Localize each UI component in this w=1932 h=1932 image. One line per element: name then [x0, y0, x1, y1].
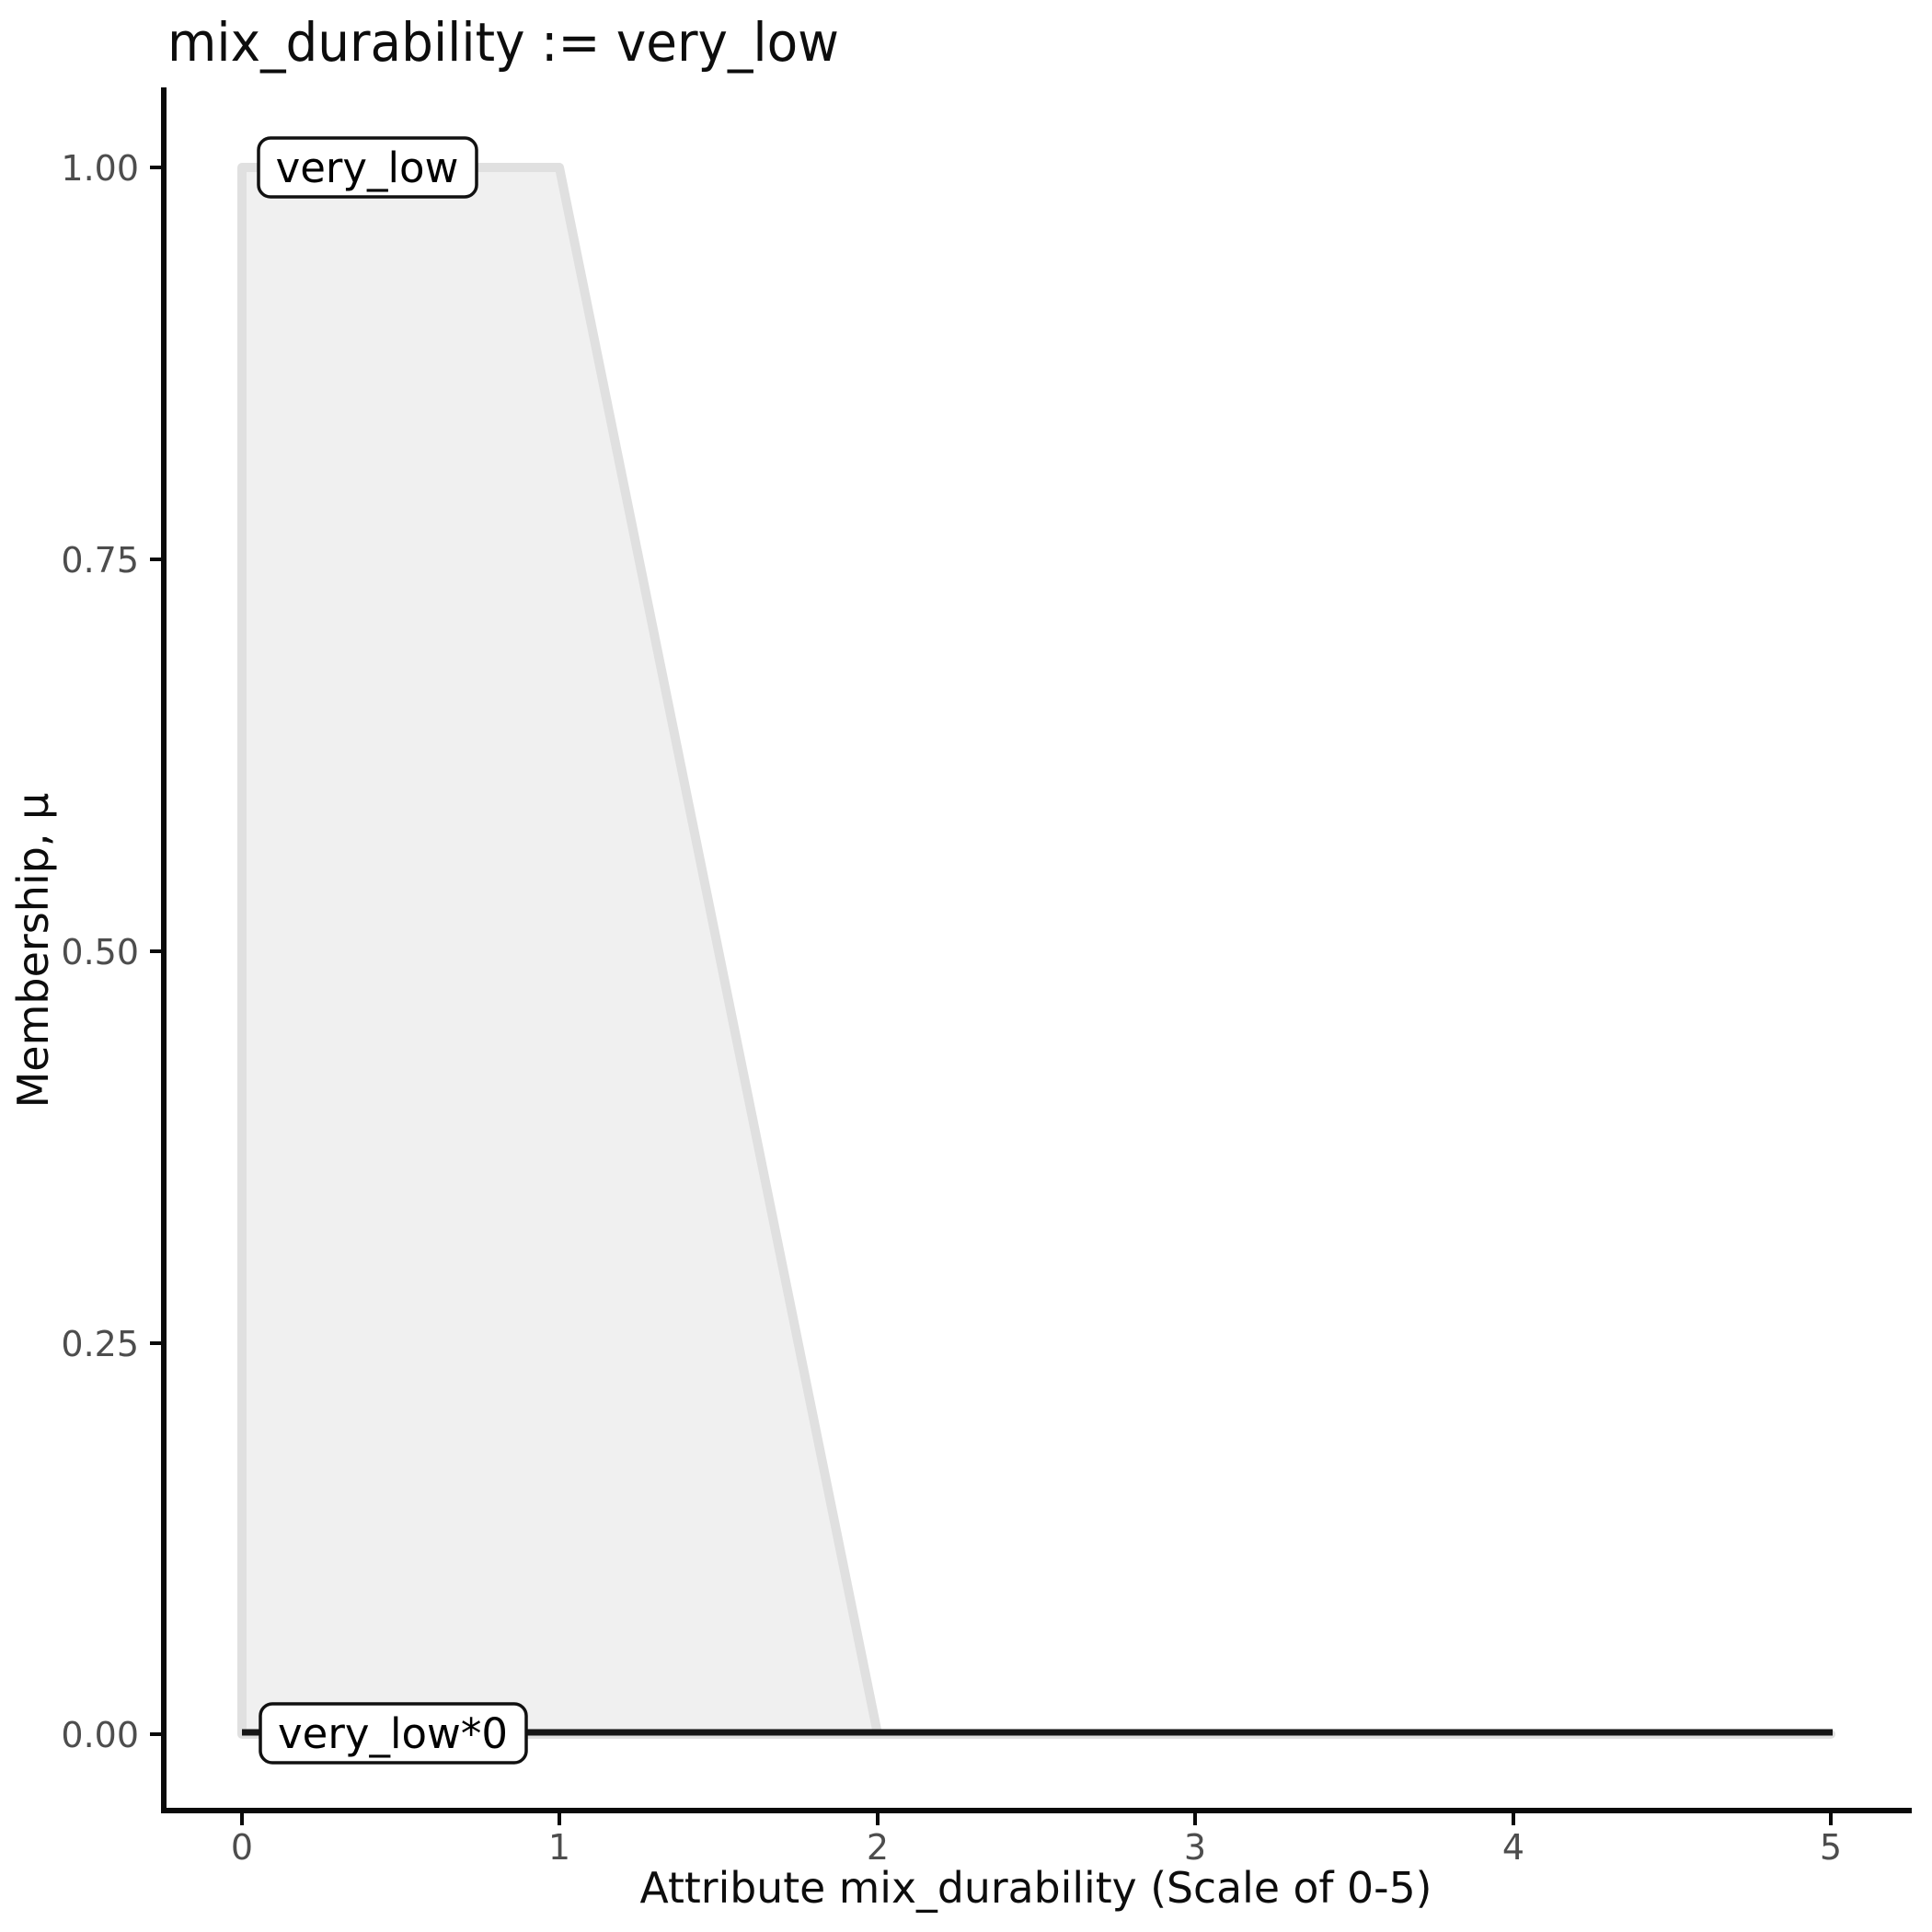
y-axis-tick-labels: 1.00 0.75 0.50 0.25 0.00: [61, 148, 139, 1755]
very-low-label-group: very_low: [257, 136, 478, 199]
x-axis-tick-labels: 0 1 2 3 4 5: [231, 1827, 1842, 1868]
very-low-times-zero-label-text: very_low*0: [278, 1709, 508, 1758]
x-tick-label-3: 3: [1184, 1827, 1206, 1868]
very-low-label-box: [257, 136, 478, 199]
very-low-times-zero-label-box: [259, 1702, 528, 1765]
very-low-label-text: very_low: [276, 144, 459, 192]
x-tick-label-4: 4: [1502, 1827, 1524, 1868]
y-tick-label-0.00: 0.00: [61, 1715, 139, 1755]
y-axis-title: Membership, μ: [8, 793, 58, 1109]
y-axis-ticks: [150, 166, 165, 1736]
x-tick-label-2: 2: [867, 1827, 889, 1868]
very-low-times-zero-label-group: very_low*0: [259, 1702, 528, 1765]
y-tick-label-0.25: 0.25: [61, 1324, 139, 1364]
x-axis-title: Attribute mix_durability (Scale of 0-5): [640, 1863, 1432, 1913]
y-tick-label-1.00: 1.00: [61, 148, 139, 189]
x-tick-label-5: 5: [1820, 1827, 1842, 1868]
very-low-membership-area: [237, 163, 1835, 1739]
x-tick-label-0: 0: [231, 1827, 253, 1868]
x-tick-label-1: 1: [548, 1827, 570, 1868]
y-tick-label-0.75: 0.75: [61, 540, 139, 581]
y-tick-label-0.50: 0.50: [61, 932, 139, 972]
plot-title: mix_durability := very_low: [167, 11, 839, 74]
x-axis-ticks: [240, 1810, 1833, 1825]
